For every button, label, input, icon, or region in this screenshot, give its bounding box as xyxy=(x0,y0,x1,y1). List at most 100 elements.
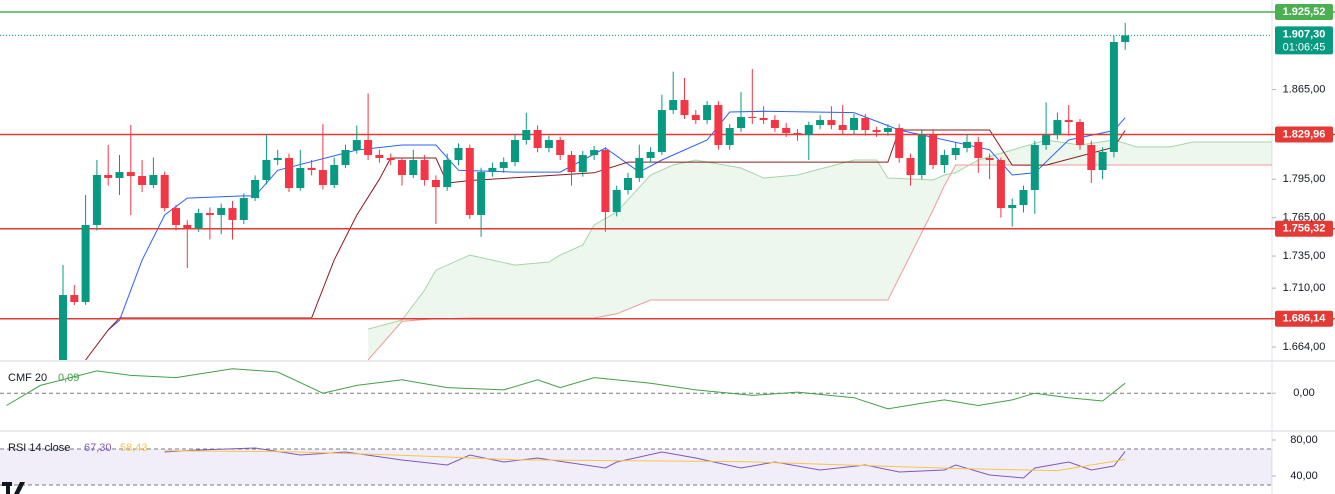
candle-body xyxy=(409,160,418,176)
y-tick-label: 1.710,00 xyxy=(1283,282,1326,294)
candle-body xyxy=(1087,145,1096,171)
candle-body xyxy=(59,295,67,360)
candle-body xyxy=(544,140,553,148)
price-pane xyxy=(0,11,1272,360)
candle-body xyxy=(386,157,395,161)
candle-body xyxy=(285,157,293,189)
candle-body xyxy=(917,135,926,176)
level-label: 1.829,96 xyxy=(1283,128,1326,140)
candle-body xyxy=(1008,204,1017,209)
y-tick-label: 80,00 xyxy=(1290,434,1318,446)
cmf-pane xyxy=(0,368,1272,410)
candle-body xyxy=(624,177,632,190)
candle-body xyxy=(816,120,825,126)
candle-body xyxy=(1064,120,1073,122)
price-axis: 1.925,52 1.829,96 1.756,32 1.686,14 1.907,30… xyxy=(1272,4,1335,482)
candle-body xyxy=(963,141,971,148)
y-tick-label: 40,00 xyxy=(1290,470,1318,482)
candle-body xyxy=(906,157,915,176)
candle-body xyxy=(612,189,621,213)
y-tick-label: 1.795,00 xyxy=(1283,173,1326,185)
candle-body xyxy=(217,208,226,215)
candle-body xyxy=(431,180,440,188)
candle-body xyxy=(804,125,813,136)
candle-body xyxy=(104,175,113,178)
candle-body xyxy=(160,175,169,209)
candle-body xyxy=(477,172,486,215)
cloud-span-a xyxy=(367,139,1272,330)
candle-body xyxy=(149,175,158,185)
candle-body xyxy=(770,120,779,128)
level-label-box xyxy=(1275,126,1333,143)
indicator-title: CMF 20 xyxy=(8,372,47,384)
indicator-line xyxy=(164,447,1126,479)
candle-body xyxy=(420,160,429,180)
last-price-box xyxy=(1275,26,1333,55)
y-tick-label: 1.664,00 xyxy=(1283,341,1326,353)
candle-body xyxy=(488,167,497,173)
candle-body xyxy=(375,155,384,158)
candle-body xyxy=(827,120,836,126)
level-label-box xyxy=(1275,310,1333,327)
candle-body xyxy=(115,172,124,178)
candle-body xyxy=(443,160,452,188)
indicator-line xyxy=(164,450,1126,472)
candle-body xyxy=(1098,151,1107,171)
candle-body xyxy=(296,167,305,189)
candle-body xyxy=(273,157,282,161)
candle-body xyxy=(974,141,983,158)
candle-body xyxy=(1121,35,1130,43)
candle-body xyxy=(748,116,757,118)
candle-body xyxy=(635,157,644,178)
candle-body xyxy=(567,155,576,173)
indicator-value: 58,43 xyxy=(120,442,148,454)
candle-body xyxy=(81,224,90,302)
indicator-value: 0,09 xyxy=(58,372,79,384)
candle-body xyxy=(861,117,870,131)
candle-body xyxy=(499,162,508,168)
countdown: 01:06:45 xyxy=(1283,41,1326,53)
y-tick-label: 1.765,00 xyxy=(1283,212,1326,224)
candle-body xyxy=(1042,135,1051,146)
candle-body xyxy=(929,135,938,166)
candle-body xyxy=(737,116,745,128)
candle-body xyxy=(138,176,147,185)
candle-body xyxy=(872,130,881,132)
candle-body xyxy=(646,151,655,158)
indicator-line xyxy=(85,129,1126,360)
candle-body xyxy=(465,147,474,215)
candle-body xyxy=(228,208,237,220)
level-label: 1.925,52 xyxy=(1283,6,1326,18)
candle-body xyxy=(522,130,531,141)
candle-body xyxy=(194,213,203,229)
rsi-pane xyxy=(0,447,1272,486)
candle-body xyxy=(725,127,734,146)
candle-body xyxy=(793,132,802,136)
rsi-band xyxy=(0,449,1272,486)
candle-body xyxy=(940,155,949,166)
level-label: 1.686,14 xyxy=(1283,313,1327,325)
candle-body xyxy=(318,170,327,185)
candle-body xyxy=(850,117,858,131)
candle-body xyxy=(895,127,904,158)
candle-body xyxy=(511,140,519,163)
tradingview-logo xyxy=(2,482,25,494)
candle-body xyxy=(669,100,678,111)
indicator-line xyxy=(6,368,1126,410)
candle-body xyxy=(759,117,768,121)
candle-body xyxy=(1019,189,1028,205)
candle-body xyxy=(307,167,316,171)
candle-body xyxy=(262,160,271,180)
candle-body xyxy=(1030,145,1039,190)
candle-body xyxy=(330,165,339,185)
candle-body xyxy=(92,175,101,225)
y-tick-label: 1.735,00 xyxy=(1283,250,1326,262)
candle-body xyxy=(883,127,892,132)
candle-body xyxy=(364,140,373,156)
candle-body xyxy=(70,295,79,302)
candle-body xyxy=(601,150,610,213)
candle-body xyxy=(838,125,847,131)
candle-body xyxy=(398,160,406,176)
last-price-label: 1.907,30 xyxy=(1283,28,1326,40)
